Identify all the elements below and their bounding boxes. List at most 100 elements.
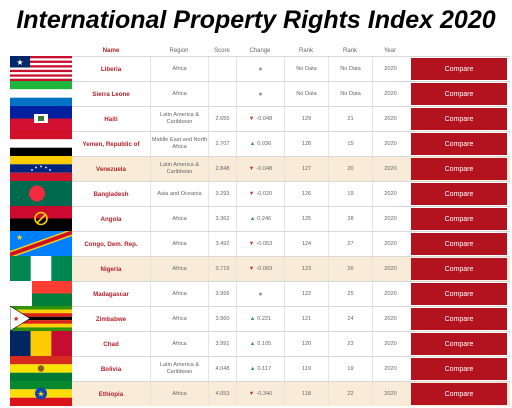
country-name: Madagascar xyxy=(93,290,129,298)
country-name: Yemen, Republic of xyxy=(82,140,140,148)
change-value: -0.048 xyxy=(256,165,273,172)
region-cell: Africa xyxy=(150,257,208,281)
score-cell: 2.655 xyxy=(208,107,236,131)
haiti-flag-icon xyxy=(10,106,72,131)
region-cell: Africa xyxy=(150,232,208,256)
table-row: Madagascar Africa 3.956 ● 122 25 2020 Compare xyxy=(72,281,510,306)
table-row: Sierra Leone Africa ● No Data No Data 2020 Com… xyxy=(72,81,510,106)
region-cell: Africa xyxy=(150,57,208,81)
header-region[interactable]: Region xyxy=(169,48,189,54)
change-value: -0.048 xyxy=(256,115,273,122)
rank-cell: 119 xyxy=(284,357,328,381)
country-name: Venezuela xyxy=(96,165,126,173)
svg-text:★: ★ xyxy=(16,233,23,242)
country-name: Zimbabwe xyxy=(95,315,127,323)
table-row: Ethiopia Africa 4.053 ▼ -0.340 118 22 2020 Compa… xyxy=(72,381,510,406)
region-cell: Asia and Oceania xyxy=(150,182,208,206)
compare-button[interactable]: Compare xyxy=(411,208,507,230)
header-rank[interactable]: Rank xyxy=(298,48,313,54)
svg-text:★: ★ xyxy=(16,58,23,67)
compare-button[interactable]: Compare xyxy=(411,383,507,405)
yemen-flag-icon xyxy=(10,131,72,156)
compare-button[interactable]: Compare xyxy=(411,133,507,155)
score-cell: 4.048 xyxy=(208,357,236,381)
svg-text:★: ★ xyxy=(37,390,44,399)
angola-flag-icon xyxy=(10,206,72,231)
compare-button[interactable]: Compare xyxy=(411,158,507,180)
arrow-down-icon: ▼ xyxy=(248,265,255,272)
compare-button[interactable]: Compare xyxy=(411,58,507,80)
change-value: -0.069 xyxy=(256,265,273,272)
change-cell: ▲ 0.105 xyxy=(236,332,284,356)
regional-rank-cell: 23 xyxy=(328,332,372,356)
region-cell: Latin America & Caribbean xyxy=(150,157,208,181)
compare-button[interactable]: Compare xyxy=(411,258,507,280)
rank-cell: 128 xyxy=(284,132,328,156)
regional-rank-cell: 25 xyxy=(328,282,372,306)
header-score[interactable]: Score xyxy=(214,48,230,54)
score-cell: 3.492 xyxy=(208,232,236,256)
compare-button[interactable]: Compare xyxy=(411,283,507,305)
compare-cell: Compare xyxy=(408,357,510,381)
table-row: Yemen, Republic of Middle East and North … xyxy=(72,131,510,156)
year-cell: 2020 xyxy=(372,207,408,231)
bangladesh-flag-icon xyxy=(10,181,72,206)
country-name: Congo, Dem. Rep. xyxy=(84,240,138,248)
table-row: Zimbabwe Africa 3.960 ▲ 0.221 121 24 2020 Compar… xyxy=(72,306,510,331)
regional-rank-cell: 24 xyxy=(328,307,372,331)
country-name: Nigeria xyxy=(100,265,122,273)
score-cell: 3.293 xyxy=(208,182,236,206)
nigeria-flag-icon xyxy=(10,256,72,281)
change-cell: ▼ -0.053 xyxy=(236,232,284,256)
header-year[interactable]: Year xyxy=(383,48,397,54)
regional-rank-cell: 28 xyxy=(328,207,372,231)
arrow-up-icon: ▲ xyxy=(249,140,256,147)
change-cell: ▲ 0.036 xyxy=(236,132,284,156)
score-cell: 2.707 xyxy=(208,132,236,156)
year-cell: 2020 xyxy=(372,157,408,181)
change-value: 0.036 xyxy=(257,140,272,147)
change-value: 0.221 xyxy=(257,315,272,322)
compare-button[interactable]: Compare xyxy=(411,333,507,355)
change-cell: ▼ -0.048 xyxy=(236,107,284,131)
ethiopia-flag-icon: ★ xyxy=(10,381,72,406)
compare-button[interactable]: Compare xyxy=(411,183,507,205)
compare-button[interactable]: Compare xyxy=(411,108,507,130)
table-row: Bolivia Latin America & Caribbean 4.048 ▲ 0.… xyxy=(72,356,510,381)
compare-cell: Compare xyxy=(408,307,510,331)
compare-cell: Compare xyxy=(408,82,510,106)
score-cell: 3.960 xyxy=(208,307,236,331)
change-value: 0.246 xyxy=(257,215,272,222)
header-regional-rank[interactable]: Rank xyxy=(342,48,357,54)
header-name[interactable]: Name xyxy=(102,47,120,54)
change-cell: ▼ -0.069 xyxy=(236,257,284,281)
no-change-dot-icon: ● xyxy=(258,290,263,298)
table-row: Angola Africa 3.362 ▲ 0.246 125 28 2020 Compare xyxy=(72,206,510,231)
header-change[interactable]: Change xyxy=(249,48,271,54)
zimbabwe-flag-icon: ★ xyxy=(10,306,72,331)
year-cell: 2020 xyxy=(372,82,408,106)
region-cell: Africa xyxy=(150,207,208,231)
country-name: Sierra Leone xyxy=(92,90,130,98)
chad-flag-icon xyxy=(10,331,72,356)
score-cell: 3.719 xyxy=(208,257,236,281)
flag-column: ★ ★ ★ ★ xyxy=(10,56,72,406)
header-compare-spacer xyxy=(408,54,510,56)
regional-rank-cell: 20 xyxy=(328,157,372,181)
country-name: Haiti xyxy=(104,115,118,123)
table-row: Haiti Latin America & Caribbean 2.655 ▼ -0.0… xyxy=(72,106,510,131)
venezuela-flag-icon xyxy=(10,156,72,181)
change-cell: ● xyxy=(236,82,284,106)
compare-button[interactable]: Compare xyxy=(411,358,507,380)
liberia-flag-icon: ★ xyxy=(10,56,72,81)
compare-button[interactable]: Compare xyxy=(411,83,507,105)
compare-cell: Compare xyxy=(408,207,510,231)
region-cell: Africa xyxy=(150,382,208,406)
table-header: Name Region Score Change Rank Rank Year xyxy=(72,38,510,56)
regional-rank-cell: No Data xyxy=(328,57,372,81)
compare-button[interactable]: Compare xyxy=(411,308,507,330)
compare-button[interactable]: Compare xyxy=(411,233,507,255)
year-cell: 2020 xyxy=(372,382,408,406)
table-row: Congo, Dem. Rep. Africa 3.492 ▼ -0.053 124 27 2… xyxy=(72,231,510,256)
compare-cell: Compare xyxy=(408,282,510,306)
